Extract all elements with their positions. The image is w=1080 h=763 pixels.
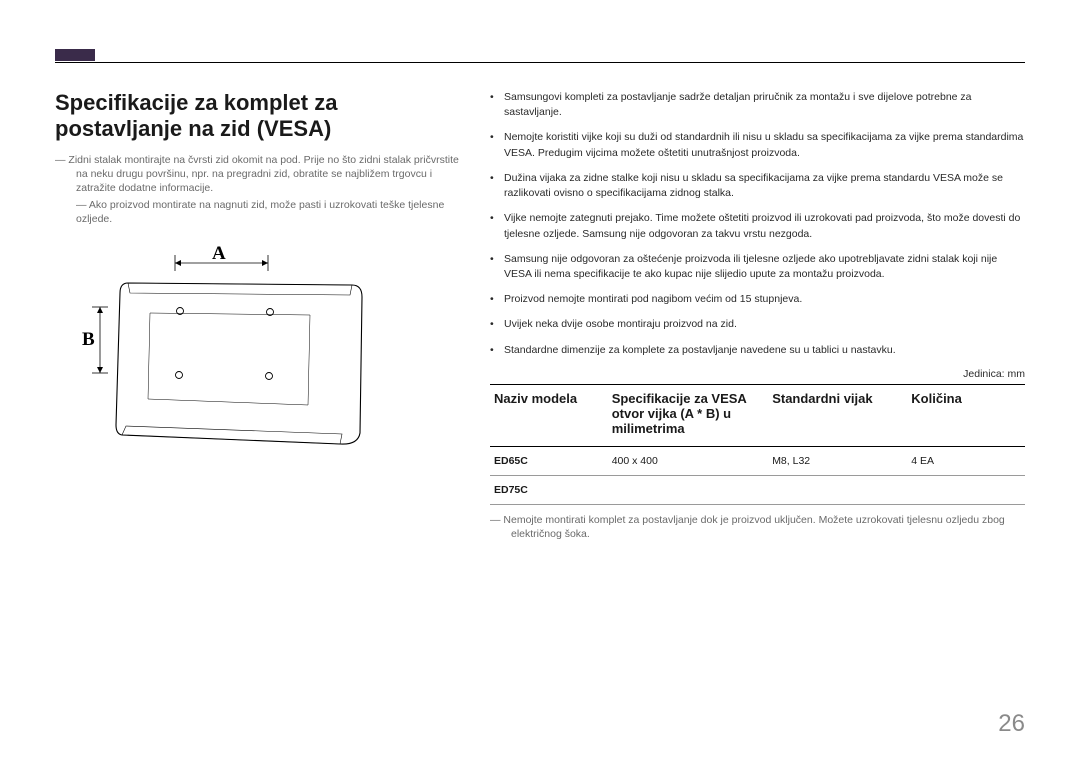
accent-bar [55, 48, 95, 61]
bullet-item: Vijke nemojte zategnuti prejako. Time mo… [490, 211, 1025, 241]
cell-spec [608, 475, 769, 504]
top-horizontal-rule [55, 62, 1025, 63]
left-column: Specifikacije za komplet za postavljanje… [55, 90, 460, 541]
svg-text:A: A [212, 245, 226, 264]
cell-model: ED75C [490, 475, 608, 504]
bullet-list: Samsungovi kompleti za postavljanje sadr… [490, 90, 1025, 358]
cell-model: ED65C [490, 446, 608, 475]
page-title: Specifikacije za komplet za postavljanje… [55, 90, 460, 143]
page-content: Specifikacije za komplet za postavljanje… [55, 90, 1025, 541]
vesa-diagram: A B [80, 245, 460, 455]
cell-screw: M8, L32 [768, 446, 907, 475]
bullet-item: Proizvod nemojte montirati pod nagibom v… [490, 292, 1025, 307]
th-spec: Specifikacije za VESA otvor vijka (A * B… [608, 384, 769, 446]
bullet-item: Standardne dimenzije za komplete za post… [490, 343, 1025, 358]
install-note-2: Ako proizvod montirate na nagnuti zid, m… [55, 198, 460, 226]
table-row: ED65C 400 x 400 M8, L32 4 EA [490, 446, 1025, 475]
th-model: Naziv modela [490, 384, 608, 446]
bullet-item: Samsung nije odgovoran za oštećenje proi… [490, 252, 1025, 282]
cell-qty: 4 EA [907, 446, 1025, 475]
install-note-1: Zidni stalak montirajte na čvrsti zid ok… [55, 153, 460, 196]
footer-note: Nemojte montirati komplet za postavljanj… [490, 513, 1025, 541]
cell-spec: 400 x 400 [608, 446, 769, 475]
cell-screw [768, 475, 907, 504]
th-qty: Količina [907, 384, 1025, 446]
bullet-item: Uvijek neka dvije osobe montiraju proizv… [490, 317, 1025, 332]
bullet-item: Dužina vijaka za zidne stalke koji nisu … [490, 171, 1025, 201]
bullet-item: Nemojte koristiti vijke koji su duži od … [490, 130, 1025, 160]
table-row: ED75C [490, 475, 1025, 504]
page-number: 26 [998, 710, 1025, 738]
spec-table: Naziv modela Specifikacije za VESA otvor… [490, 384, 1025, 505]
th-screw: Standardni vijak [768, 384, 907, 446]
svg-text:B: B [82, 329, 95, 350]
unit-label: Jedinica: mm [490, 368, 1025, 380]
right-column: Samsungovi kompleti za postavljanje sadr… [490, 90, 1025, 541]
cell-qty [907, 475, 1025, 504]
bullet-item: Samsungovi kompleti za postavljanje sadr… [490, 90, 1025, 120]
